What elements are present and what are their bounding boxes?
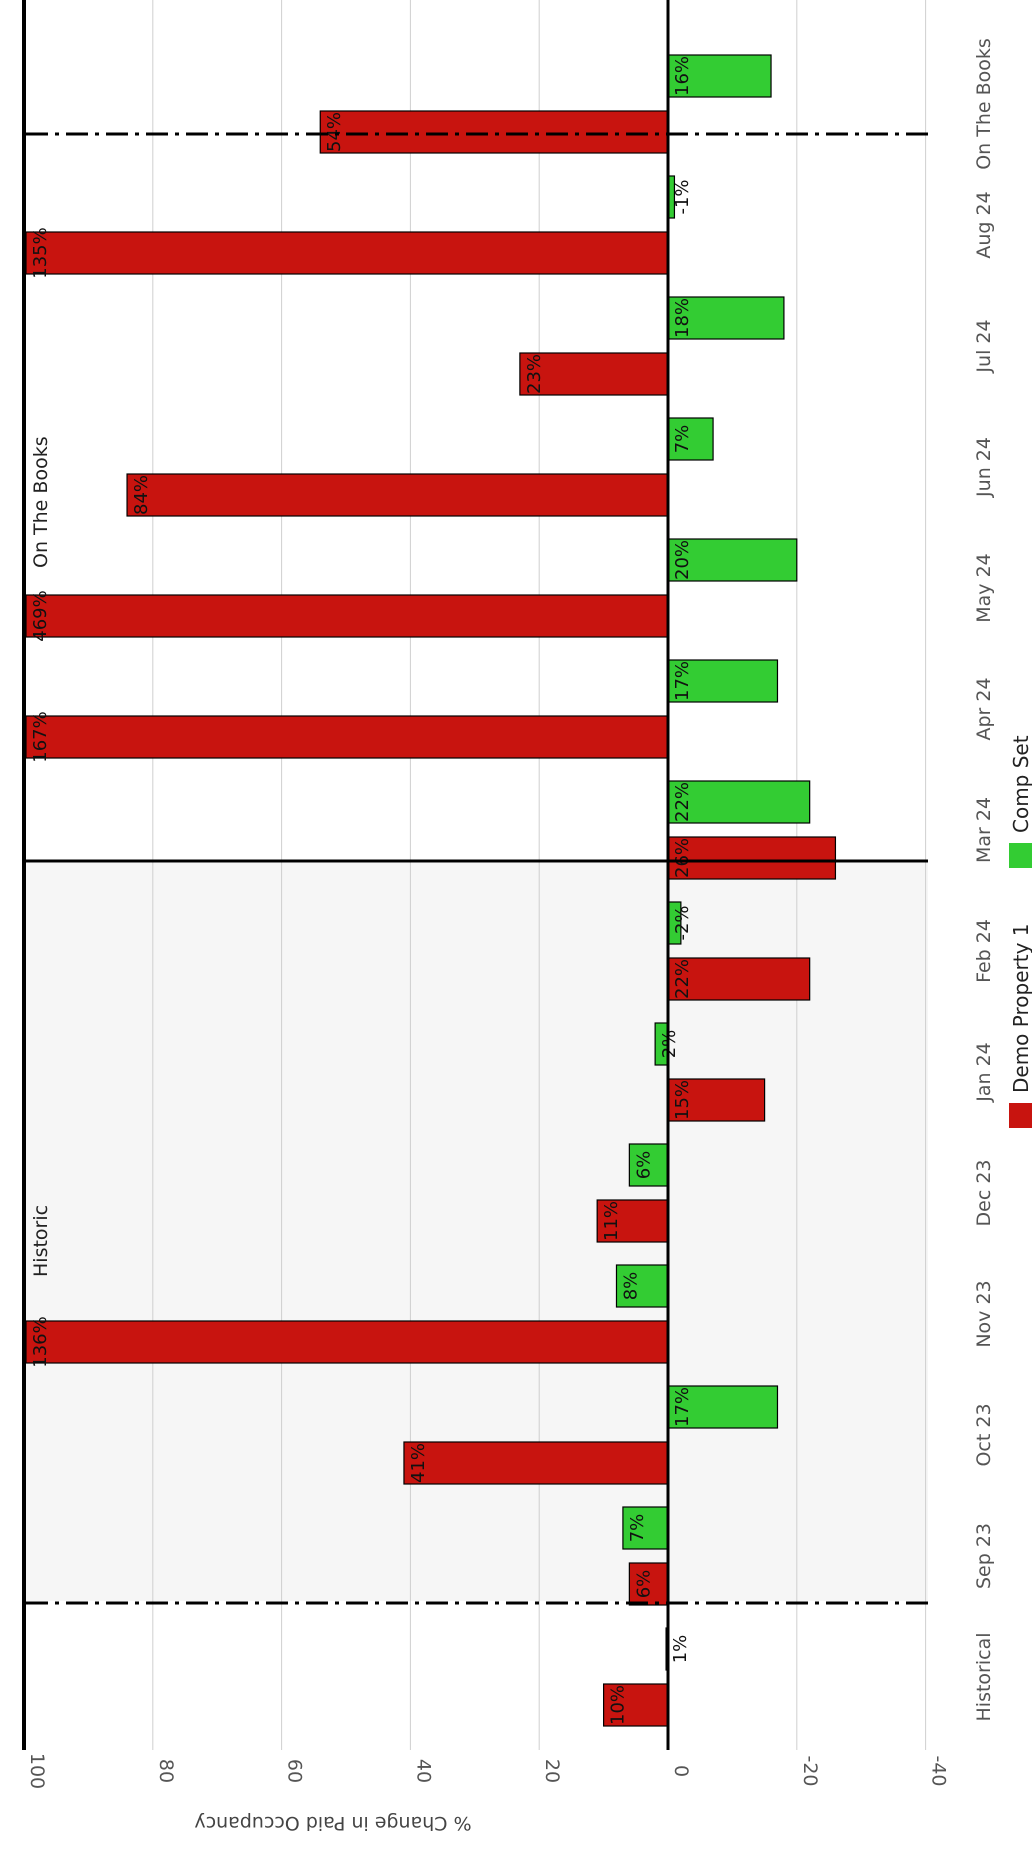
category-label: Historical (973, 1633, 995, 1722)
data-label: 16% (672, 56, 693, 96)
y-tick-label: 60 (284, 1759, 306, 1783)
data-label: 54% (324, 112, 345, 152)
category-label: Feb 24 (973, 919, 995, 983)
bar (667, 659, 779, 703)
data-label: 7% (672, 425, 693, 454)
bar (126, 473, 669, 517)
bar (519, 352, 669, 396)
data-label: 6% (633, 1570, 654, 1599)
category-label: May 24 (973, 553, 995, 623)
y-axis-title: % Change in Paid Occupancy (194, 1812, 471, 1834)
data-label: 136% (30, 1316, 51, 1367)
category-label: Apr 24 (973, 677, 995, 740)
data-label: 1% (670, 1635, 691, 1664)
data-label: 22% (672, 959, 693, 999)
data-label: 41% (408, 1443, 429, 1483)
bar (628, 1143, 669, 1187)
bar (667, 957, 811, 1001)
y-tick-label: -20 (799, 1755, 821, 1786)
annotation-on-the-books: On The Books (30, 436, 52, 568)
bar (667, 1078, 766, 1122)
category-label: Aug 24 (973, 191, 995, 258)
bar (25, 715, 669, 759)
data-label: 18% (672, 298, 693, 338)
bar (622, 1506, 669, 1550)
data-label: 8% (620, 1272, 641, 1301)
bar (403, 1441, 669, 1485)
data-label: 20% (672, 540, 693, 580)
frame-layer (22, 0, 928, 1750)
bar (25, 594, 669, 638)
y-tick-label: 0 (670, 1765, 692, 1777)
bar (628, 1562, 669, 1606)
bar (667, 836, 837, 880)
data-label: 469% (30, 590, 51, 641)
category-label: Jul 24 (973, 319, 995, 373)
bars-layer: 10% 6% 41% 136% 11% 15% 22% 26% 167% 469% 84% 23% 13… (25, 54, 837, 1727)
bar (667, 780, 811, 824)
data-label: 6% (633, 1151, 654, 1180)
y-tick-label: 80 (155, 1759, 177, 1783)
data-label: 26% (672, 838, 693, 878)
y-tick-label: 100 (26, 1753, 48, 1789)
legend-label-comp-set: Comp Set (1009, 735, 1032, 833)
data-label: -2% (672, 905, 693, 940)
data-label: 22% (672, 782, 693, 822)
bar (667, 54, 772, 98)
category-label: Jan 24 (973, 1042, 995, 1103)
y-tick-label: 40 (412, 1759, 434, 1783)
data-label: 11% (601, 1201, 622, 1241)
bar (667, 1385, 779, 1429)
bar (319, 110, 669, 154)
bar (667, 296, 785, 340)
bar (667, 538, 798, 582)
category-label: Oct 23 (973, 1403, 995, 1466)
data-label: 15% (672, 1080, 693, 1120)
data-label: 17% (672, 1387, 693, 1427)
bar (25, 1320, 669, 1364)
data-label: 167% (30, 711, 51, 762)
data-label: 7% (627, 1514, 648, 1543)
legend-label-demo-property: Demo Property 1 (1009, 924, 1032, 1094)
annotation-historic: Historic (30, 1205, 52, 1277)
axes-layer: 100 80 60 40 20 0 -20 -40 Historical Sep 23 Oct 23… (26, 38, 995, 1789)
y-tick-label: -40 (928, 1755, 950, 1786)
grid-layer (152, 0, 927, 1750)
bar (25, 231, 669, 275)
data-label: 135% (30, 227, 51, 278)
data-label: 10% (608, 1685, 629, 1725)
data-label: 23% (524, 354, 545, 394)
category-label: On The Books (973, 38, 995, 170)
legend: Demo Property 1 Comp Set (1009, 735, 1032, 1128)
legend-swatch-comp-set (1009, 843, 1032, 868)
legend-swatch-demo-property (1009, 1103, 1032, 1128)
data-label: -1% (672, 179, 693, 214)
data-label: 84% (131, 475, 152, 515)
category-label: Dec 23 (973, 1160, 995, 1227)
data-label: 2% (659, 1030, 680, 1059)
category-label: Jun 24 (973, 437, 995, 498)
y-tick-label: 20 (541, 1759, 563, 1783)
category-label: Sep 23 (973, 1523, 995, 1589)
data-label: 17% (672, 661, 693, 701)
category-label: Nov 23 (973, 1280, 995, 1347)
bar (667, 417, 714, 461)
text-layer: Historic On The Books % Change in Paid O… (30, 436, 472, 1834)
category-label: Mar 24 (973, 797, 995, 863)
